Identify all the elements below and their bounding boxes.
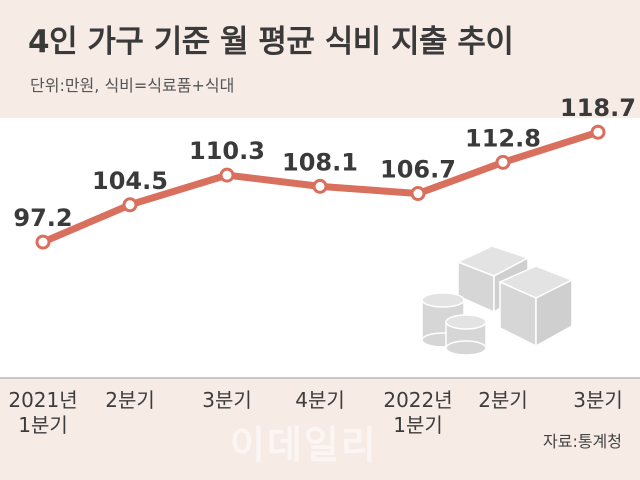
value-label: 110.3 [189,137,265,165]
value-label: 118.7 [560,94,636,122]
source-note: 자료:통계청 [543,432,622,451]
x-tick-label: 3분기 [573,388,623,412]
data-point [590,124,606,140]
value-label: 97.2 [13,204,72,232]
data-point [410,186,426,202]
x-tick-label: 2021년 1분기 [8,388,78,437]
coins-and-banknotes-icon [421,245,574,356]
chart-title: 4인 가구 기준 월 평균 식비 지출 추이 [28,24,514,60]
unit-note: 단위:만원, 식비=식료품+식대 [30,76,235,95]
value-label: 106.7 [380,156,456,184]
value-label: 108.1 [282,148,358,176]
value-label: 104.5 [92,167,168,195]
value-labels: 97.2 104.5 110.3 108.1 106.7 112.8 118.7 [13,94,636,232]
data-point [312,178,328,194]
x-tick-label: 3분기 [202,388,252,412]
data-point [219,167,235,183]
value-label: 112.8 [465,124,541,152]
x-tick-label: 2분기 [478,388,528,412]
data-points [35,124,606,250]
data-point [122,197,138,213]
x-tick-label: 2022년 1분기 [383,388,453,437]
x-tick-label: 4분기 [295,388,345,412]
x-tick-label: 2분기 [105,388,155,412]
watermark: 이데일리 [230,423,378,467]
data-point [35,234,51,250]
data-point [495,154,511,170]
